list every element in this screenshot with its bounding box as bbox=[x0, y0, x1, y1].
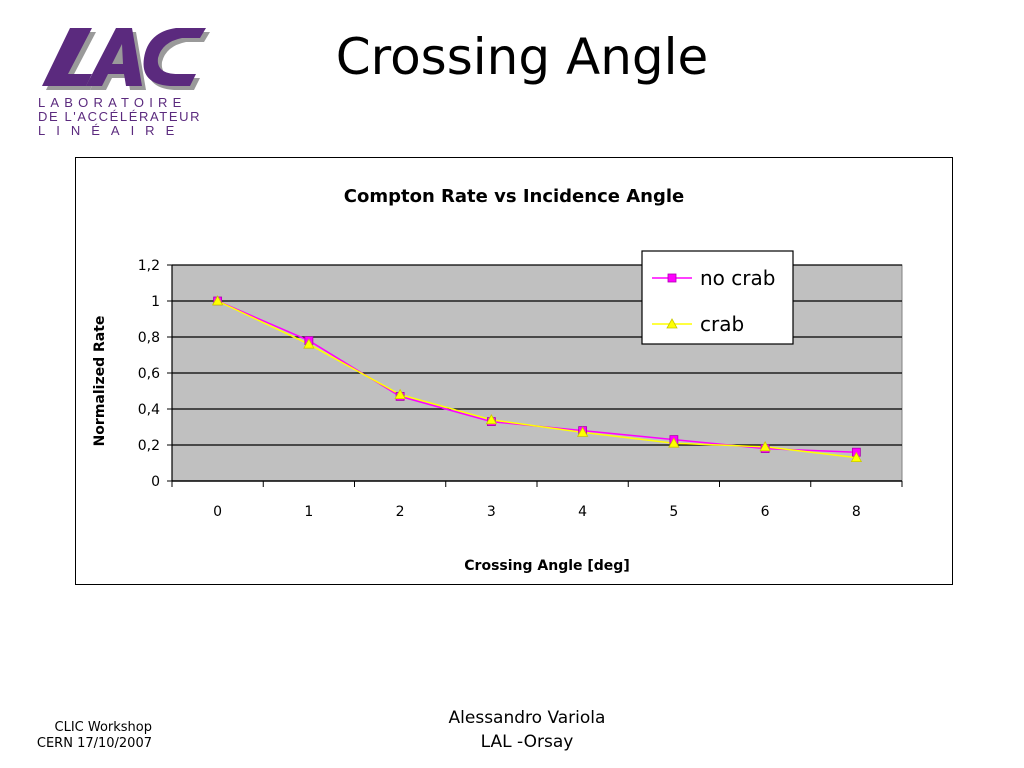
x-tick-label: 2 bbox=[396, 504, 405, 520]
footer-author-affiliation: LAL -Orsay bbox=[480, 732, 574, 752]
logo-text-line3: LINÉAIRE bbox=[38, 123, 186, 138]
footer-event-date: CERN 17/10/2007 bbox=[36, 736, 152, 751]
compton-rate-chart: Compton Rate vs Incidence Angle 0 0,2 0,4 0,… bbox=[92, 186, 903, 574]
legend-marker-crab bbox=[666, 318, 678, 329]
lal-logo: LABORATOIRE DE L'ACCÉLÉRATEUR LINÉAIRE bbox=[30, 22, 220, 142]
x-tick-label: 4 bbox=[578, 504, 587, 520]
x-tick-label: 3 bbox=[487, 504, 496, 520]
lal-logo-mark bbox=[42, 28, 210, 90]
x-tick-label: 6 bbox=[761, 504, 770, 520]
y-tick-label: 1,2 bbox=[138, 258, 160, 274]
data-point-crab bbox=[668, 437, 680, 448]
y-axis-label: Normalized Rate bbox=[92, 316, 108, 447]
data-point-crab bbox=[850, 451, 863, 463]
data-point-crab bbox=[576, 426, 589, 437]
logo-text-line2: DE L'ACCÉLÉRATEUR bbox=[38, 109, 202, 124]
y-tick-label: 0,4 bbox=[138, 402, 160, 418]
footer-author: Alessandro Variola LAL -Orsay bbox=[412, 706, 642, 754]
y-tick-label: 0,8 bbox=[138, 330, 160, 346]
data-point-crab bbox=[211, 295, 224, 306]
footer-author-name: Alessandro Variola bbox=[448, 708, 606, 728]
x-tick-label: 8 bbox=[852, 504, 861, 520]
footer-event-name: CLIC Workshop bbox=[54, 720, 153, 735]
chart-title: Compton Rate vs Incidence Angle bbox=[344, 186, 684, 207]
x-tick-label: 5 bbox=[669, 504, 678, 520]
x-tick-label: 1 bbox=[304, 504, 313, 520]
footer-event: CLIC Workshop CERN 17/10/2007 bbox=[20, 720, 152, 752]
legend-label-crab: crab bbox=[700, 312, 744, 336]
legend bbox=[641, 250, 794, 345]
series-line-crab bbox=[217, 300, 857, 459]
data-point-crab bbox=[759, 440, 771, 452]
y-tick-label: 0,2 bbox=[138, 438, 160, 454]
x-axis-label: Crossing Angle [deg] bbox=[464, 558, 629, 574]
legend-marker-no-crab bbox=[667, 273, 677, 283]
y-tick-label: 0,6 bbox=[138, 366, 160, 382]
legend-label-no-crab: no crab bbox=[700, 266, 775, 290]
logo-text-line1: LABORATOIRE bbox=[38, 95, 187, 110]
x-tick-label: 0 bbox=[213, 504, 222, 520]
y-tick-label: 0 bbox=[151, 474, 160, 490]
chart-frame: Compton Rate vs Incidence Angle 0 0,2 0,4 0,… bbox=[75, 157, 953, 585]
data-point-crab bbox=[303, 338, 315, 349]
data-point-crab bbox=[394, 388, 406, 400]
data-point-crab bbox=[485, 413, 498, 425]
slide-title: Crossing Angle bbox=[335, 28, 709, 86]
y-tick-label: 1 bbox=[151, 294, 160, 310]
